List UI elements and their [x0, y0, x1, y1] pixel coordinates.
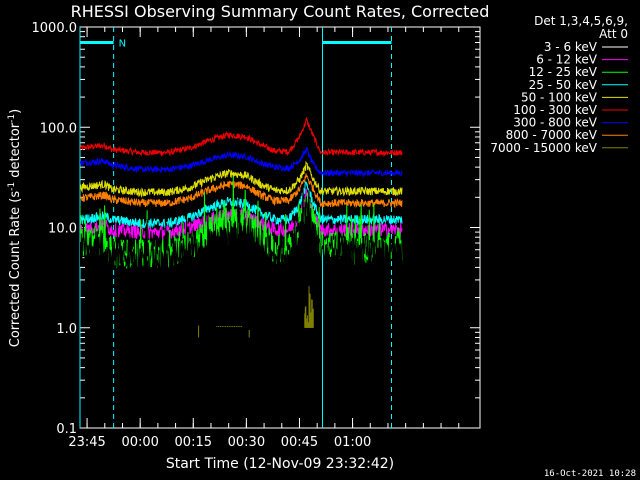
y-tick-label: 1.0 — [56, 322, 77, 337]
y-tick-label: 10.0 — [48, 222, 77, 237]
y-axis-label-sup2: -1 — [7, 114, 17, 123]
y-axis-label-main: Corrected Count Rate (s — [8, 191, 23, 348]
series-line — [80, 116, 403, 158]
legend-item: 3 - 6 keV — [544, 40, 628, 54]
legend-label: 25 - 50 keV — [529, 78, 598, 92]
series-line — [80, 185, 403, 282]
legend-label: 800 - 7000 keV — [506, 128, 598, 142]
legend-label: 12 - 25 keV — [529, 65, 598, 79]
x-tick-label: 00:00 — [121, 435, 158, 450]
legend-label: 7000 - 15000 keV — [490, 141, 597, 155]
series-line — [80, 180, 403, 229]
legend-item: 100 - 300 keV — [513, 103, 628, 117]
legend-item: 800 - 7000 keV — [506, 128, 628, 142]
legend-item: 12 - 25 keV — [529, 65, 628, 79]
x-tick-label: 00:15 — [175, 435, 212, 450]
legend-item: 6 - 12 keV — [536, 53, 628, 67]
legend-header-line-2: Att 0 — [599, 27, 628, 41]
attenuator-annotation: N — [119, 39, 126, 50]
y-axis-label: Corrected Count Rate (s-1 detector-1) — [7, 109, 23, 347]
series-line — [80, 146, 403, 178]
svg-text:Corrected Count Rate (s-1 dete: Corrected Count Rate (s-1 detector-1) — [7, 109, 23, 347]
y-axis-label-mid: detector — [8, 122, 23, 182]
x-tick-label: 00:45 — [281, 435, 318, 450]
y-axis-label-end: ) — [8, 109, 23, 114]
legend-item: 7000 - 15000 keV — [490, 141, 628, 155]
legend-header-line-1: Det 1,3,4,5,6,9, — [534, 14, 628, 28]
series-line — [80, 173, 403, 209]
x-axis-label: Start Time (12-Nov-09 23:32:42) — [166, 456, 394, 472]
legend-label: 100 - 300 keV — [513, 103, 597, 117]
legend-item: 50 - 100 keV — [521, 90, 628, 104]
footer-timestamp: 16-Oct-2021 10:28 — [544, 469, 636, 479]
chart-title: RHESSI Observing Summary Count Rates, Co… — [71, 2, 490, 21]
series-7000-15000-fragment — [304, 286, 314, 328]
y-tick-label: 0.1 — [56, 422, 77, 437]
legend-item: 300 - 800 keV — [513, 116, 628, 130]
y-axis-label-sup1: -1 — [7, 182, 17, 191]
legend-item: 25 - 50 keV — [529, 78, 628, 92]
plot-area: 1000.0 100.0 10.0 1.0 0.123:45 00:00 00:15 00:3… — [32, 21, 481, 450]
series-line — [80, 160, 403, 199]
legend-label: 6 - 12 keV — [536, 53, 598, 67]
y-tick-label: 1000.0 — [32, 21, 78, 36]
x-tick-label: 23:45 — [68, 435, 105, 450]
legend-label: 300 - 800 keV — [513, 116, 597, 130]
legend-label: 50 - 100 keV — [521, 90, 598, 104]
x-tick-label: 01:00 — [334, 435, 371, 450]
x-tick-label: 00:30 — [228, 435, 265, 450]
y-tick-label: 100.0 — [40, 121, 77, 136]
legend-label: 3 - 6 keV — [544, 40, 598, 54]
